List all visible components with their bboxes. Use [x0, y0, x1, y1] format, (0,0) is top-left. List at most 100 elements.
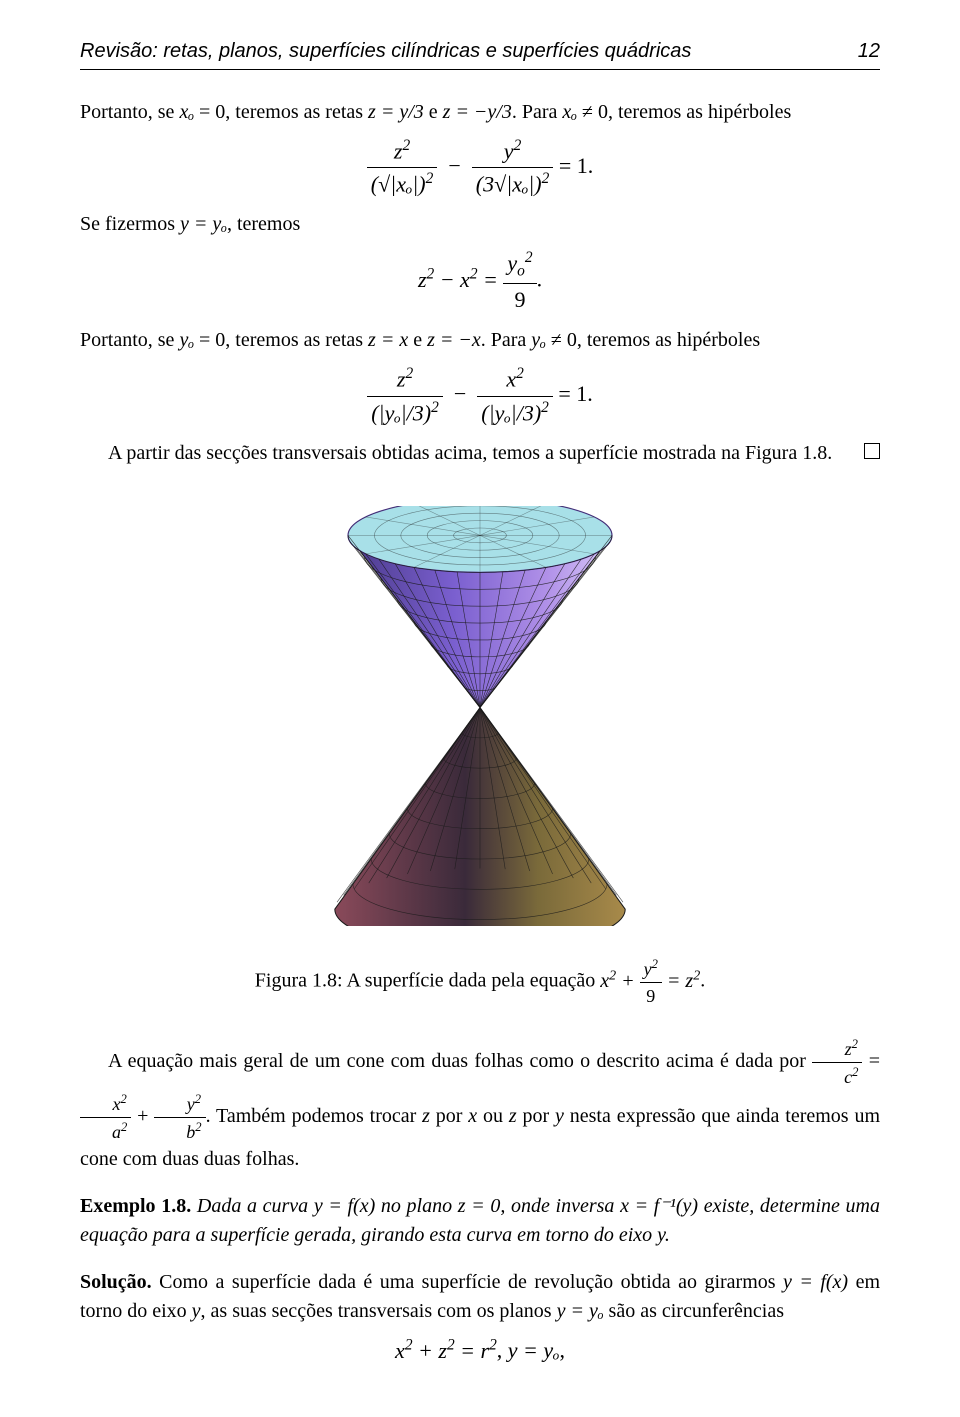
math-inline: y = yₒ — [557, 1300, 604, 1322]
math-inline: y — [657, 1224, 665, 1246]
fraction: y2b2 — [154, 1090, 205, 1145]
math-inline: z = x — [368, 329, 408, 351]
fraction: yo2 9 — [503, 247, 536, 316]
math-inline: xₒ — [179, 101, 194, 123]
text: , — [497, 1338, 508, 1363]
paragraph-3: Portanto, se yₒ = 0, teremos as retas z … — [80, 326, 880, 355]
text: , as suas secções transversais com os pl… — [201, 1300, 557, 1322]
fraction: z2 (|yₒ|/3)2 — [367, 363, 443, 428]
math-inline: yₒ — [179, 329, 194, 351]
text: . Para — [512, 101, 563, 123]
example-text: Dada a curva y = f(x) no plano z = 0, on… — [80, 1195, 880, 1246]
math: y = yₒ — [508, 1338, 560, 1363]
numerator: y2 — [472, 135, 554, 168]
math-inline: x2 + — [600, 970, 639, 992]
math-inline: x = f⁻¹(y) — [620, 1195, 698, 1217]
math-inline: = z2 — [662, 970, 700, 992]
text: Como a superfície dada é uma superfície … — [152, 1271, 783, 1293]
page-header: Revisão: retas, planos, superfícies cilí… — [80, 40, 880, 70]
fraction: x2a2 — [80, 1090, 131, 1145]
math-inline: y — [192, 1300, 201, 1322]
math-inline: z — [509, 1105, 517, 1127]
math-inline: xₒ — [562, 101, 577, 123]
text: . Para — [481, 329, 532, 351]
text: = 1. — [558, 381, 592, 406]
double-cone-svg — [315, 506, 645, 926]
equation-2: z2 − x2 = yo2 9 . — [80, 247, 880, 316]
text: e — [424, 101, 443, 123]
text: = 1. — [559, 153, 593, 178]
fraction: z2c2 — [812, 1035, 862, 1090]
text: Figura 1.8: A superfície dada pela equaç… — [255, 970, 600, 992]
figure-caption: Figura 1.8: A superfície dada pela equaç… — [80, 955, 880, 1009]
text: = 0, teremos as retas — [194, 101, 368, 123]
solution: Solução. Como a superfície dada é uma su… — [80, 1268, 880, 1326]
math-inline: z — [422, 1105, 430, 1127]
math: z2 − x2 = — [418, 267, 503, 292]
denominator: (|yₒ|/3)2 — [477, 397, 553, 429]
text: Portanto, se — [80, 329, 179, 351]
denominator: (|yₒ|/3)2 — [367, 397, 443, 429]
text: , — [559, 1338, 565, 1363]
text: , teremos — [227, 213, 300, 235]
math-inline: y = f(x) — [783, 1271, 848, 1293]
numerator: z2 — [812, 1035, 862, 1063]
equation-3: z2 (|yₒ|/3)2 − x2 (|yₒ|/3)2 = 1. — [80, 363, 880, 428]
denominator: a2 — [80, 1118, 131, 1145]
denominator: c2 — [812, 1063, 862, 1090]
header-page-number: 12 — [858, 40, 880, 63]
text: , onde inversa — [500, 1195, 620, 1217]
fraction: z2 (√|xₒ|)2 — [367, 135, 438, 200]
text: . — [665, 1224, 670, 1246]
math-inline: z = 0 — [458, 1195, 501, 1217]
text: e — [408, 329, 427, 351]
numerator: z2 — [367, 363, 443, 396]
text: por — [517, 1105, 555, 1127]
denominator: 9 — [503, 284, 536, 316]
paragraph-1: Portanto, se xₒ = 0, teremos as retas z … — [80, 98, 880, 127]
math-inline: z = −x — [427, 329, 481, 351]
numerator: y2 — [154, 1090, 205, 1118]
equation-1: z2 (√|xₒ|)2 − y2 (3√|xₒ|)2 = 1. — [80, 135, 880, 200]
text: no plano — [375, 1195, 458, 1217]
text: ≠ 0, teremos as hipérboles — [577, 101, 791, 123]
text: . — [700, 970, 705, 992]
text: Se fizermos — [80, 213, 180, 235]
math-inline: y = f(x) — [314, 1195, 375, 1217]
numerator: z2 — [367, 135, 438, 168]
text: = 0, teremos as retas — [194, 329, 368, 351]
numerator: y2 — [640, 955, 662, 983]
paragraph-4: A partir das secções transversais obtida… — [80, 439, 880, 468]
numerator: x2 — [80, 1090, 131, 1118]
text: . Também podemos trocar — [206, 1105, 423, 1127]
denominator: (√|xₒ|)2 — [367, 168, 438, 200]
text: Portanto, se — [80, 101, 179, 123]
math-inline: y — [555, 1105, 564, 1127]
denominator: (3√|xₒ|)2 — [472, 168, 554, 200]
qed-box-icon — [864, 443, 880, 459]
denominator: b2 — [154, 1118, 205, 1145]
numerator: yo2 — [503, 247, 536, 284]
fraction: y29 — [640, 955, 662, 1009]
text: são as circunferências — [604, 1300, 784, 1322]
example-label: Exemplo 1.8. — [80, 1195, 191, 1217]
text: . — [537, 267, 543, 292]
math-inline: yₒ — [531, 329, 546, 351]
math-inline: z = y/3 — [368, 101, 424, 123]
text: Dada a curva — [191, 1195, 314, 1217]
text: A equação mais geral de um cone com duas… — [108, 1050, 812, 1072]
math: x2 + z2 = r2 — [395, 1338, 497, 1363]
fraction: x2 (|yₒ|/3)2 — [477, 363, 553, 428]
text: A partir das secções transversais obtida… — [108, 442, 832, 464]
equation-last: x2 + z2 = r2, y = yₒ, — [80, 1334, 880, 1366]
paragraph-2: Se fizermos y = yₒ, teremos — [80, 210, 880, 239]
example-1-8: Exemplo 1.8. Dada a curva y = f(x) no pl… — [80, 1192, 880, 1250]
paragraph-5: A equação mais geral de um cone com duas… — [80, 1035, 880, 1174]
numerator: x2 — [477, 363, 553, 396]
math-inline: z = −y/3 — [443, 101, 512, 123]
text: ou — [477, 1105, 509, 1127]
denominator: 9 — [640, 983, 662, 1009]
fraction: y2 (3√|xₒ|)2 — [472, 135, 554, 200]
figure-1-8 — [80, 506, 880, 935]
text: ≠ 0, teremos as hipérboles — [546, 329, 760, 351]
